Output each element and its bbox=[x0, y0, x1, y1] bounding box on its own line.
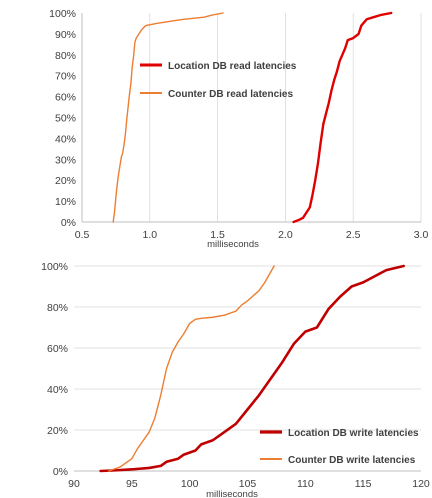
y-tick-label: 100% bbox=[41, 261, 68, 273]
y-tick-label: 90% bbox=[55, 29, 76, 41]
read-latency-chart: 0.5 1.0 1.5 2.0 2.5 3.0 0% 10% 20% 30% 40% 50% 60% 70… bbox=[49, 8, 428, 248]
y-tick-label: 70% bbox=[55, 71, 76, 83]
legend-label-1: Location DB read latencies bbox=[168, 61, 297, 72]
y-tick-label: 0% bbox=[61, 217, 76, 229]
grid bbox=[149, 13, 422, 222]
series bbox=[99, 264, 405, 473]
x-tick-label: 100 bbox=[181, 478, 199, 490]
x-tick-label: 115 bbox=[355, 478, 372, 490]
y-tick-label: 50% bbox=[55, 113, 76, 125]
axes: 90 95 100 105 110 115 120 0% 20% 40% 60% 80% 100% bbox=[41, 261, 430, 490]
y-tick-label: 20% bbox=[55, 175, 76, 187]
x-tick-label: 1.0 bbox=[142, 229, 157, 241]
y-tick-label: 80% bbox=[47, 302, 68, 314]
write-latency-chart: 90 95 100 105 110 115 120 0% 20% 40% 60% 80% 100% Lo… bbox=[41, 261, 430, 498]
series-line-2 bbox=[112, 12, 224, 223]
x-tick-label: 0.5 bbox=[75, 229, 90, 241]
y-tick-label: 40% bbox=[55, 133, 76, 145]
x-tick-label: 95 bbox=[126, 478, 138, 490]
series-line-2 bbox=[108, 265, 275, 472]
legend-label-2: Counter DB read latencies bbox=[168, 89, 293, 100]
x-tick-label: 2.5 bbox=[346, 229, 361, 241]
grid bbox=[74, 265, 421, 431]
y-tick-label: 0% bbox=[53, 466, 68, 478]
y-tick-label: 60% bbox=[47, 343, 68, 355]
y-tick-label: 20% bbox=[47, 425, 68, 437]
series-line-1 bbox=[292, 11, 393, 224]
series bbox=[112, 11, 393, 224]
x-tick-label: 110 bbox=[297, 478, 314, 490]
legend-label-2: Counter DB write latencies bbox=[288, 455, 416, 466]
y-tick-label: 80% bbox=[55, 50, 76, 62]
x-tick-label: 3.0 bbox=[414, 229, 429, 241]
y-tick-label: 60% bbox=[55, 92, 76, 104]
y-tick-label: 40% bbox=[47, 384, 68, 396]
x-axis-title: milliseconds bbox=[207, 239, 259, 248]
legend-label-1: Location DB write latencies bbox=[288, 428, 419, 439]
x-tick-label: 90 bbox=[68, 478, 80, 490]
x-tick-label: 120 bbox=[412, 478, 430, 490]
x-tick-label: 1.5 bbox=[210, 229, 225, 241]
x-tick-label: 2.0 bbox=[278, 229, 293, 241]
legend: Location DB read latencies Counter DB rea… bbox=[140, 61, 297, 100]
series-line-1 bbox=[99, 264, 405, 473]
x-axis-title: milliseconds bbox=[206, 489, 258, 498]
x-tick-label: 105 bbox=[239, 478, 257, 490]
y-tick-label: 100% bbox=[49, 8, 76, 20]
axes: 0.5 1.0 1.5 2.0 2.5 3.0 0% 10% 20% 30% 40% 50% 60% 70… bbox=[49, 8, 428, 241]
legend: Location DB write latencies Counter DB wr… bbox=[260, 428, 419, 466]
y-tick-label: 30% bbox=[55, 154, 76, 166]
y-tick-label: 10% bbox=[55, 196, 76, 208]
